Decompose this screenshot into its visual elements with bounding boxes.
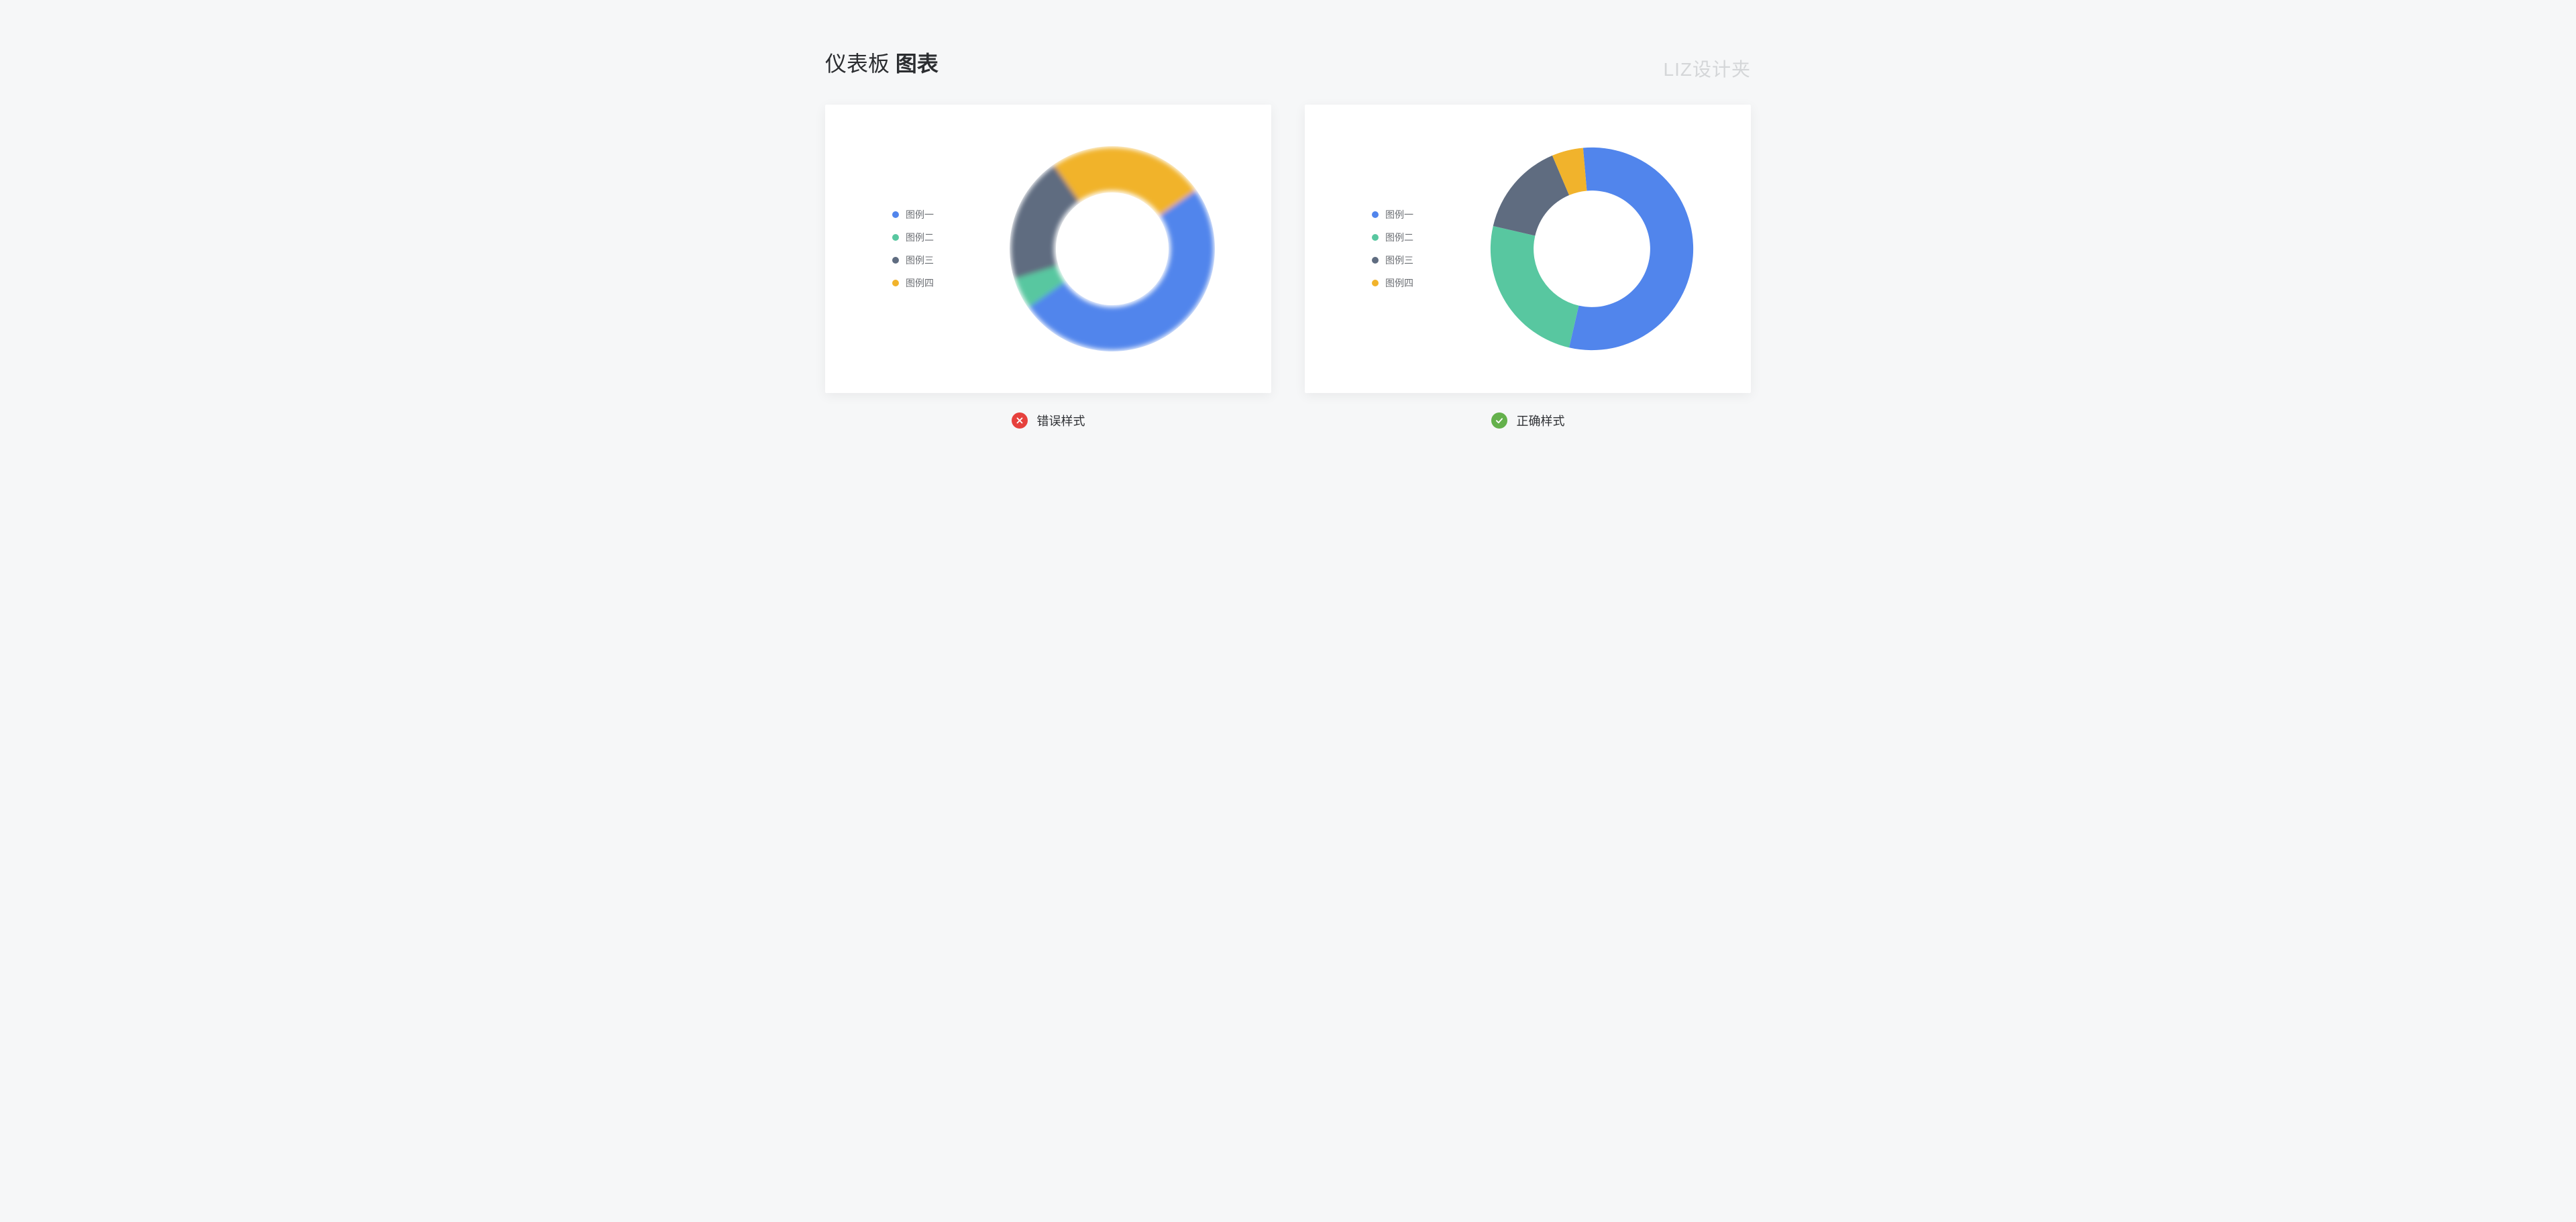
legend-dot <box>1372 234 1379 241</box>
legend-dot <box>892 257 899 264</box>
right-legend: 图例一图例二图例三图例四 <box>1372 208 1432 290</box>
legend-dot <box>1372 211 1379 218</box>
legend-item: 图例四 <box>1372 276 1432 290</box>
right-card: 图例一图例二图例三图例四 <box>1305 105 1751 393</box>
left-card: 图例一图例二图例三图例四 <box>825 105 1271 393</box>
legend-item: 图例二 <box>1372 231 1432 244</box>
legend-item: 图例三 <box>892 254 953 267</box>
page-title-bold: 图表 <box>896 52 938 76</box>
panels-row: 图例一图例二图例三图例四 错误样式 图例一图例二图例三图例四 正确样式 <box>765 105 1811 429</box>
left-panel: 图例一图例二图例三图例四 错误样式 <box>825 105 1271 429</box>
legend-item: 图例一 <box>1372 208 1432 221</box>
cross-icon <box>1012 412 1028 429</box>
left-legend: 图例一图例二图例三图例四 <box>892 208 953 290</box>
legend-label: 图例四 <box>906 276 934 290</box>
left-caption-text: 错误样式 <box>1037 412 1085 429</box>
left-caption: 错误样式 <box>1012 412 1085 429</box>
check-icon <box>1491 412 1507 429</box>
legend-dot <box>892 211 899 218</box>
legend-label: 图例一 <box>1385 208 1413 221</box>
legend-item: 图例二 <box>892 231 953 244</box>
legend-label: 图例一 <box>906 208 934 221</box>
legend-label: 图例三 <box>906 254 934 267</box>
legend-label: 图例二 <box>1385 231 1413 244</box>
donut-hole <box>1055 192 1168 305</box>
legend-item: 图例四 <box>892 276 953 290</box>
legend-label: 图例四 <box>1385 276 1413 290</box>
legend-item: 图例一 <box>892 208 953 221</box>
left-donut-wrap <box>979 135 1244 363</box>
page-title-prefix: 仪表板 <box>825 52 890 76</box>
legend-dot <box>1372 280 1379 286</box>
right-donut-chart <box>1478 135 1706 363</box>
donut-slice <box>1490 226 1578 347</box>
legend-dot <box>892 280 899 286</box>
right-donut-wrap <box>1459 135 1724 363</box>
donut-slice <box>1569 148 1693 350</box>
left-donut-chart <box>998 135 1226 363</box>
legend-label: 图例三 <box>1385 254 1413 267</box>
legend-item: 图例三 <box>1372 254 1432 267</box>
right-caption-text: 正确样式 <box>1517 412 1565 429</box>
right-panel: 图例一图例二图例三图例四 正确样式 <box>1305 105 1751 429</box>
right-caption: 正确样式 <box>1491 412 1565 429</box>
legend-dot <box>892 234 899 241</box>
page: LIZ设计夹 仪表板 图表 图例一图例二图例三图例四 错误样式 图例一图例二图例… <box>765 0 1811 469</box>
legend-dot <box>1372 257 1379 264</box>
watermark: LIZ设计夹 <box>1664 55 1751 82</box>
legend-label: 图例二 <box>906 231 934 244</box>
